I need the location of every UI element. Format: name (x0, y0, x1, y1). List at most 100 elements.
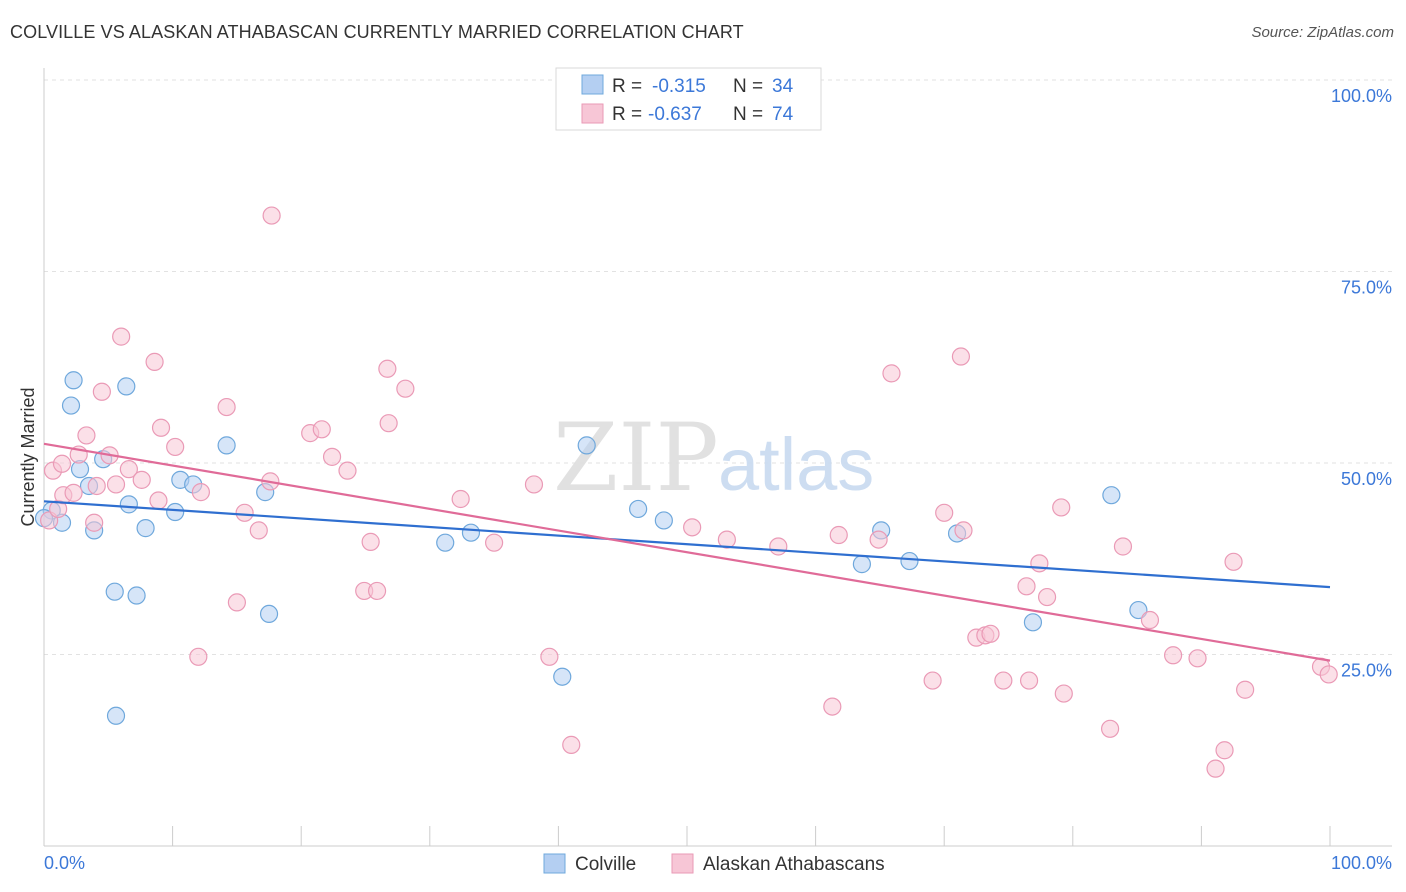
alaskan-athabascans-point (235, 503, 254, 522)
alaskan-athabascans-point (151, 418, 171, 437)
alaskan-athabascans-point (1319, 665, 1338, 684)
colville-point (629, 499, 648, 519)
colville-point (166, 502, 185, 522)
stats-r-value-colville: -0.315 (652, 76, 706, 97)
alaskan-athabascans-point (249, 521, 268, 540)
alaskan-athabascans-point (85, 513, 104, 532)
alaskan-athabascans-point (166, 437, 185, 457)
alaskan-athabascans-point (262, 206, 281, 225)
x-tick-label-max: 100.0% (1331, 853, 1392, 873)
stats-box: R = -0.315 N = 34 R = -0.637 N = 74 (555, 67, 822, 131)
y-tick-label: 25.0% (1341, 661, 1392, 681)
colville-point (64, 371, 83, 390)
colville-point (117, 377, 136, 396)
alaskan-athabascans-point (64, 483, 83, 502)
alaskan-athabascans-point (540, 647, 559, 666)
alaskan-athabascans-point (338, 461, 357, 480)
stats-n-label-colville: N = (733, 76, 763, 97)
colville-point (127, 586, 146, 605)
colville-point (1129, 600, 1148, 620)
alaskan-athabascans-point (1188, 649, 1207, 668)
alaskan-athabascans-point (1054, 684, 1073, 703)
colville-trend-line (43, 500, 1331, 589)
colville-point (259, 604, 279, 624)
alaskan-athabascans-point (562, 735, 581, 754)
stats-r-value-alaskan: -0.637 (648, 104, 702, 125)
legend-label-alaskan: Alaskan Athabascans (703, 854, 885, 875)
alaskan-athabascans-point (396, 379, 415, 398)
colville-point (106, 706, 126, 725)
stats-n-value-colville: 34 (772, 76, 794, 97)
watermark-zip: ZIP (553, 404, 719, 513)
grid-lines (44, 79, 1392, 655)
alaskan-athabascans-point (829, 525, 848, 545)
alaskan-athabascans-point (1224, 552, 1243, 571)
stats-swatch-colville (581, 74, 604, 95)
y-tick-label: 100.0% (1331, 86, 1392, 106)
alaskan-athabascans-point (1164, 646, 1183, 665)
x-tick-label-min: 0.0% (44, 853, 85, 873)
alaskan-athabascans-point (361, 532, 380, 551)
chart-title: COLVILLE VS ALASKAN ATHABASCAN CURRENTLY… (10, 22, 744, 42)
colville-point (136, 519, 155, 538)
colville-point (577, 436, 596, 455)
colville-point (1023, 613, 1043, 632)
alaskan-athabascans-point (981, 624, 1000, 643)
colville-point (852, 555, 871, 574)
alaskan-athabascans-point (1030, 554, 1049, 573)
alaskan-athabascans-point (378, 359, 397, 378)
colville-point (461, 523, 481, 542)
alaskan-athabascans-point (112, 327, 131, 346)
x-tick-marks (172, 826, 1331, 846)
colville-point (436, 533, 455, 552)
legend-swatch-colville (543, 853, 566, 874)
alaskan-athabascans-points (40, 206, 1338, 778)
alaskan-athabascans-point (119, 460, 138, 479)
alaskan-athabascans-point (951, 347, 971, 366)
alaskan-athabascans-point (379, 414, 398, 433)
alaskan-athabascans-point (451, 489, 470, 509)
colville-point (654, 511, 673, 530)
stats-n-value-alaskan: 74 (772, 104, 794, 125)
axes (43, 68, 1392, 847)
alaskan-athabascans-point (132, 470, 151, 489)
alaskan-athabascans-point (683, 518, 702, 537)
stats-r-label-colville: R = (612, 76, 642, 97)
alaskan-athabascans-point (227, 593, 246, 612)
watermark: ZIP atlas (553, 404, 874, 513)
alaskan-athabascans-point (92, 382, 111, 401)
alaskan-athabascans-point (149, 491, 168, 510)
alaskan-athabascans-point (1017, 577, 1036, 596)
y-tick-label: 75.0% (1341, 278, 1392, 298)
trend-lines (43, 442, 1331, 662)
alaskan-athabascans-point (191, 483, 210, 502)
alaskan-athabascans-point (524, 475, 544, 494)
colville-point (217, 436, 236, 455)
alaskan-athabascans-point (217, 397, 236, 417)
watermark-atlas: atlas (718, 423, 874, 506)
legend: Colville Alaskan Athabascans (543, 853, 885, 875)
alaskan-athabascans-point (1019, 671, 1039, 690)
legend-label-colville: Colville (575, 854, 636, 875)
colville-point (1102, 486, 1121, 505)
alaskan-athabascans-point (1140, 610, 1160, 630)
alaskan-athabascans-point (769, 537, 788, 556)
alaskan-athabascans-point (823, 697, 842, 716)
alaskan-athabascans-point (145, 352, 164, 371)
colville-point (900, 551, 919, 571)
alaskan-athabascans-point (52, 454, 72, 473)
alaskan-athabascans-point (923, 671, 942, 690)
alaskan-athabascans-point (1236, 680, 1255, 699)
source-attribution: Source: ZipAtlas.com (1251, 24, 1394, 41)
stats-r-label-alaskan: R = (612, 104, 642, 125)
alaskan-athabascans-point (106, 475, 126, 494)
colville-point (553, 667, 572, 686)
alaskan-athabascans-trend-line (43, 442, 1331, 662)
colville-point (119, 495, 138, 514)
alaskan-athabascans-point (869, 530, 888, 549)
alaskan-athabascans-point (882, 364, 901, 383)
y-axis-title: Currently Married (18, 387, 38, 526)
colville-point (105, 582, 124, 601)
y-tick-label: 50.0% (1341, 469, 1392, 489)
alaskan-athabascans-point (312, 420, 331, 439)
